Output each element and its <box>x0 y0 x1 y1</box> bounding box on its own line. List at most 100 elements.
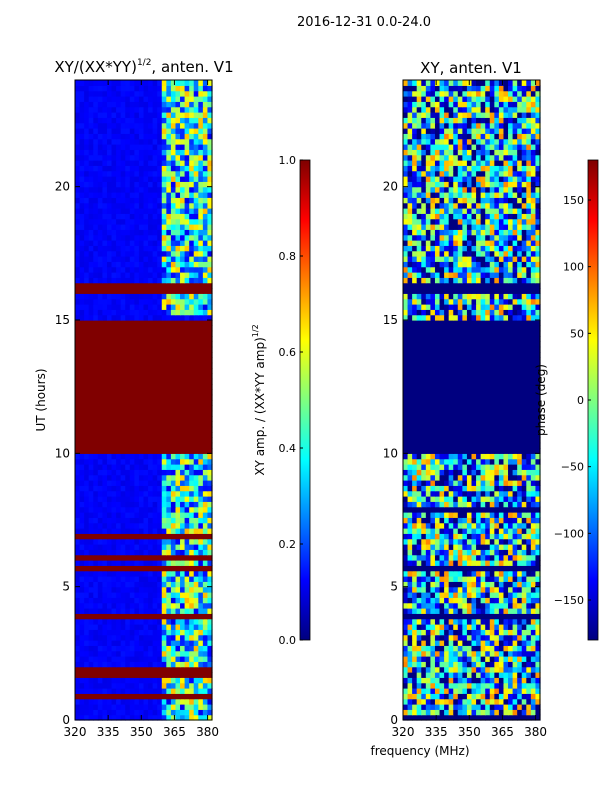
phase-cell <box>439 554 445 561</box>
amp-cell <box>152 378 158 385</box>
amp-cell <box>111 181 117 188</box>
phase-cell <box>462 581 468 588</box>
amp-cell <box>138 170 145 177</box>
amp-cell <box>129 165 135 172</box>
phase-cell <box>448 714 454 721</box>
amp-cell <box>138 512 145 518</box>
amp-cell <box>184 154 190 161</box>
amp-cell <box>79 128 85 134</box>
phase-cell <box>485 592 491 598</box>
amp-cell <box>125 416 131 422</box>
phase-cell <box>521 506 527 513</box>
amp-cell <box>75 368 81 374</box>
amp-colorbar <box>299 159 311 641</box>
phase-cell <box>448 538 454 545</box>
amp-cell <box>202 677 209 684</box>
amp-cell <box>125 453 131 460</box>
phase-cell <box>466 597 473 604</box>
amp-cell <box>97 592 103 598</box>
amp-cell <box>88 192 94 198</box>
phase-cell <box>453 704 459 710</box>
phase-cell <box>453 576 459 582</box>
amp-cell <box>134 426 140 433</box>
amp-cell <box>93 330 99 337</box>
phase-cell <box>494 528 500 534</box>
amp-cell <box>93 506 99 513</box>
amp-cell <box>129 362 135 369</box>
amp-cell <box>106 453 113 460</box>
amp-cell <box>75 437 81 444</box>
amp-cell <box>93 650 99 657</box>
phase-cell <box>471 624 477 630</box>
amp-cell <box>161 309 167 316</box>
amp-cell <box>97 330 103 337</box>
amp-cell <box>152 117 158 124</box>
amp-cell <box>157 549 163 556</box>
amp-cell <box>198 165 204 172</box>
amp-cell <box>170 570 177 577</box>
amp-cell <box>152 261 158 268</box>
amp-cell <box>106 602 113 609</box>
amp-cell <box>84 480 90 486</box>
amp-cell <box>129 117 135 124</box>
phase-cell <box>448 485 454 492</box>
amp-cell <box>184 250 190 257</box>
amp-cell <box>166 656 172 662</box>
amp-cell <box>102 714 108 721</box>
amp-cell <box>202 608 209 614</box>
amp-cell <box>184 666 190 673</box>
amp-cell <box>193 597 199 604</box>
phase-cell <box>412 709 418 716</box>
phase-cell <box>521 560 527 566</box>
amp-cell <box>111 362 117 369</box>
phase-cell <box>462 597 468 604</box>
amp-cell <box>88 282 94 289</box>
amp-cell <box>175 394 181 401</box>
amp-cell <box>184 570 190 577</box>
amp-cell <box>198 592 204 598</box>
phase-cell <box>512 608 518 614</box>
amp-cell <box>120 112 126 118</box>
phase-cell <box>407 618 413 625</box>
phase-cell <box>512 533 518 540</box>
amp-cell <box>111 234 117 241</box>
amp-cell <box>184 341 190 348</box>
phase-cell <box>535 645 541 652</box>
amp-cell <box>148 517 154 524</box>
amp-cell <box>134 261 140 268</box>
amp-cell <box>125 389 131 396</box>
amp-cell <box>116 288 122 294</box>
phase-cell <box>489 661 495 668</box>
amp-cell <box>157 400 163 406</box>
amp-cell <box>97 101 103 108</box>
phase-cell <box>430 554 436 561</box>
amp-cell <box>175 544 181 550</box>
phase-cell <box>485 618 491 625</box>
amp-cell <box>120 661 126 668</box>
amp-cell <box>75 389 81 396</box>
phase-cell <box>421 517 427 524</box>
amp-cell <box>116 213 122 220</box>
amp-cell <box>157 688 163 694</box>
amp-cell <box>116 170 122 177</box>
amp-cell <box>102 672 108 678</box>
phase-cell <box>530 570 537 577</box>
amp-cell <box>116 426 122 433</box>
amp-cell <box>189 554 195 561</box>
amp-cell <box>111 682 117 689</box>
phase-cell <box>476 672 482 678</box>
amp-cell <box>93 570 99 577</box>
phase-cell <box>489 538 495 545</box>
amp-cell <box>97 533 103 540</box>
phase-cell <box>498 661 505 668</box>
phase-cell <box>416 586 422 593</box>
amp-cell <box>84 96 90 102</box>
amp-cell <box>170 501 177 508</box>
amp-cell <box>93 698 99 705</box>
amp-cell <box>161 346 167 353</box>
phase-cell <box>480 560 486 566</box>
amp-cell <box>84 245 90 252</box>
phase-cell <box>434 693 441 700</box>
amp-cell <box>93 160 99 166</box>
amp-cell <box>202 672 209 678</box>
